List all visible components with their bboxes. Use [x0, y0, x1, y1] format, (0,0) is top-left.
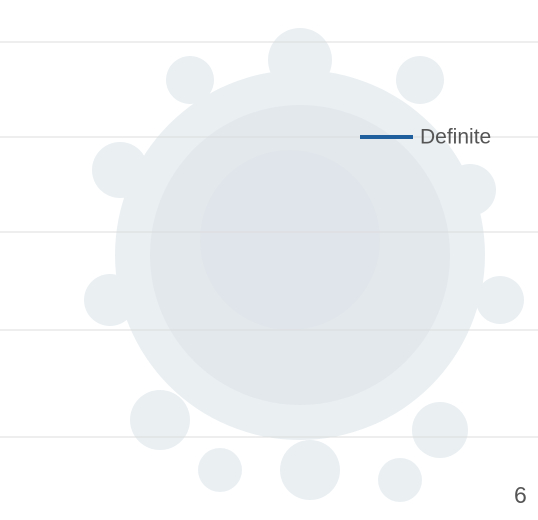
legend-label: Definite [420, 126, 491, 149]
x-tick-label: 6 [514, 482, 527, 508]
grid [0, 41, 538, 438]
virus-background [84, 28, 524, 502]
